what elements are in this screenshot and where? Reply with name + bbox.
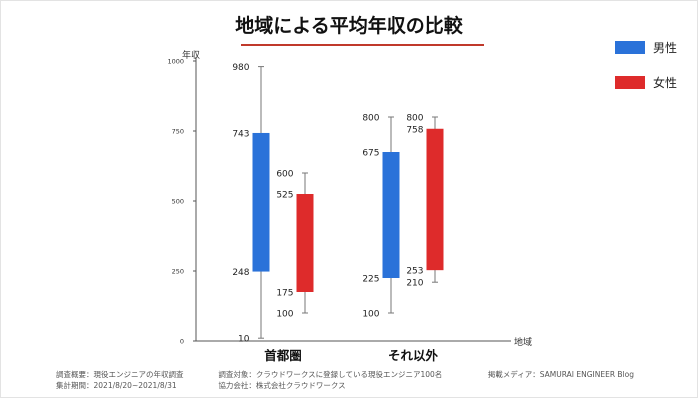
category-label: それ以外	[388, 348, 439, 363]
value-label-min: 10	[238, 335, 250, 345]
value-label-q3: 743	[232, 129, 249, 139]
value-label-max: 800	[406, 114, 423, 124]
value-label-max: 600	[276, 170, 293, 180]
footer-media: 掲載メディア：SAMURAI ENGINEER Blog	[487, 370, 635, 379]
value-label-q1: 225	[362, 275, 379, 285]
box-male	[382, 152, 400, 278]
value-label-max: 980	[232, 63, 249, 73]
value-label-q3: 525	[276, 191, 293, 201]
legend-swatch	[615, 76, 645, 89]
box-female	[426, 128, 444, 271]
value-label-max: 800	[362, 114, 379, 124]
y-tick-label: 250	[172, 268, 184, 276]
y-tick-label: 750	[172, 128, 184, 136]
footer-survey-overview: 調査概要：現役エンジニアの年収調査	[56, 370, 184, 379]
footer-survey-target: 調査対象：クラウドワークスに登録している現役エンジニア100名	[218, 370, 443, 379]
legend-swatch	[615, 41, 645, 54]
footer: 調査概要：現役エンジニアの年収調査 調査対象：クラウドワークスに登録している現役…	[56, 369, 657, 391]
y-tick-label: 500	[172, 198, 184, 206]
footer-period: 集計期間：2021/8/20~2021/8/31	[56, 381, 177, 390]
value-label-q3: 758	[406, 125, 423, 135]
y-tick-label: 0	[180, 338, 184, 346]
legend-label: 男性	[653, 41, 677, 55]
chart-title: 地域による平均年収の比較	[235, 15, 463, 37]
value-label-q1: 253	[406, 267, 423, 277]
value-label-q1: 248	[232, 268, 249, 278]
box-male	[252, 132, 270, 272]
category-label: 首都圏	[264, 348, 302, 363]
value-label-min: 100	[362, 310, 379, 320]
footer-cooperation: 協力会社：株式会社クラウドワークス	[218, 381, 346, 390]
y-tick-label: 1000	[167, 58, 184, 66]
box-female	[296, 194, 314, 292]
value-label-min: 210	[406, 279, 423, 289]
title-underline	[241, 44, 484, 46]
value-label-q1: 175	[276, 289, 293, 299]
value-label-q3: 675	[362, 149, 379, 159]
y-axis-label: 年収	[182, 49, 200, 61]
value-label-min: 100	[276, 310, 293, 320]
legend-label: 女性	[653, 75, 677, 90]
x-axis-label: 地域	[514, 336, 532, 348]
